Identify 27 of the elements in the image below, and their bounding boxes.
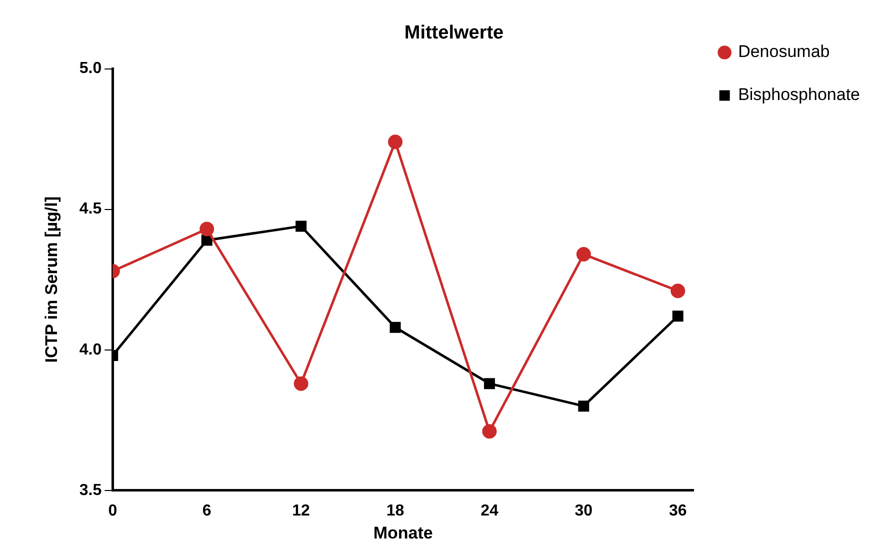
x-tick-label: 24 <box>480 502 498 520</box>
point <box>672 310 684 322</box>
x-tick-label: 12 <box>292 502 310 520</box>
x-tick-label: 0 <box>108 502 118 520</box>
point <box>388 134 403 150</box>
legend-label: Denosumab <box>738 42 830 62</box>
point <box>390 322 401 333</box>
x-axis-title: Monate <box>373 523 433 542</box>
point <box>296 220 307 232</box>
x-tick-label: 6 <box>202 502 212 520</box>
point <box>484 378 495 390</box>
legend-label: Bisphosphonate <box>738 85 860 104</box>
point <box>576 247 591 262</box>
y-axis-title: ICTP im Serum [µg/l] <box>42 196 61 363</box>
y-tick-label: 3.5 <box>79 482 102 499</box>
point <box>200 222 214 236</box>
y-tick-label: 4.5 <box>79 200 102 218</box>
chart-title: Mittelwerte <box>404 22 504 44</box>
point <box>670 284 686 298</box>
x-tick-label: 30 <box>574 502 593 520</box>
point <box>294 376 308 391</box>
x-tick-label: 18 <box>386 502 404 520</box>
y-tick-label: 4.0 <box>79 341 102 358</box>
point <box>482 424 497 439</box>
point <box>578 400 590 412</box>
y-tick-label: 5.0 <box>79 60 102 78</box>
x-tick-label: 36 <box>668 502 687 520</box>
